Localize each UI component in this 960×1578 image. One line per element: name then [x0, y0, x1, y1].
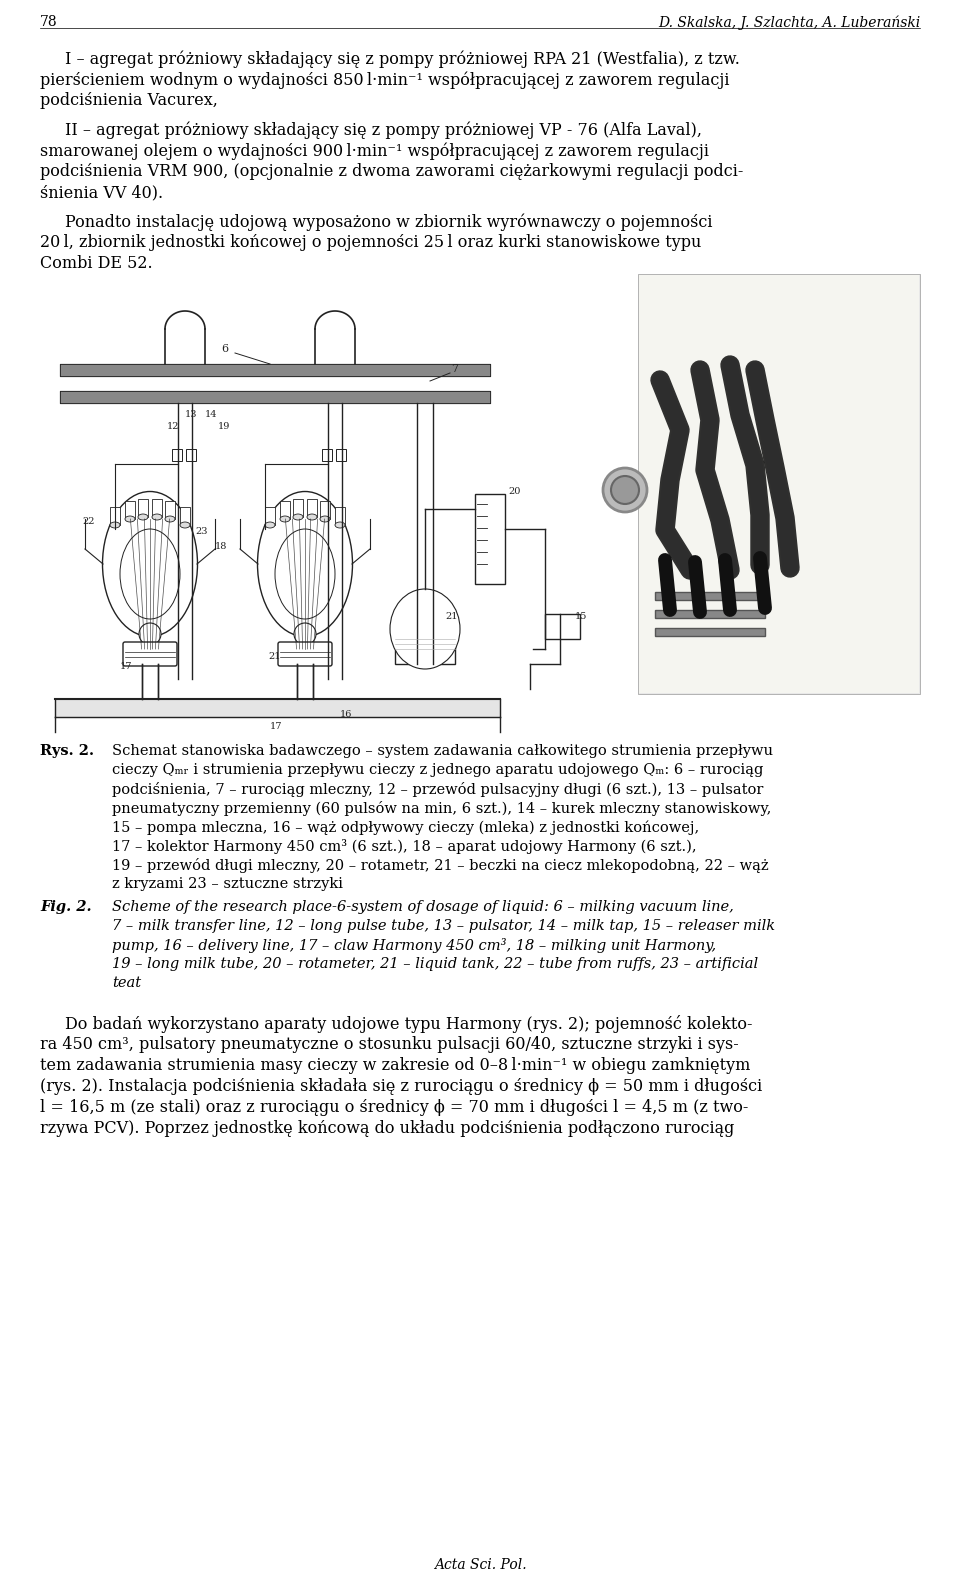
- Bar: [180, 507, 190, 525]
- Bar: [395, 634, 455, 664]
- Ellipse shape: [120, 529, 180, 619]
- Text: pump, 16 – delivery line, 17 – claw Harmony 450 cm³, 18 – milking unit Harmony,: pump, 16 – delivery line, 17 – claw Harm…: [112, 937, 716, 953]
- Bar: [152, 499, 162, 518]
- Circle shape: [294, 623, 316, 645]
- Text: l = 16,5 m (ze stali) oraz z rurociągu o średnicy ϕ = 70 mm i długości l = 4,5 m: l = 16,5 m (ze stali) oraz z rurociągu o…: [40, 1098, 749, 1116]
- Text: podciśnienia Vacurex,: podciśnienia Vacurex,: [40, 92, 218, 109]
- Bar: [545, 614, 580, 639]
- Bar: [125, 500, 135, 519]
- Text: 17: 17: [120, 663, 132, 671]
- Bar: [335, 507, 345, 525]
- Bar: [655, 592, 765, 600]
- Bar: [322, 450, 332, 461]
- Ellipse shape: [257, 491, 352, 636]
- Ellipse shape: [125, 516, 135, 522]
- Text: 19 – przewód długi mleczny, 20 – rotametr, 21 – beczki na ciecz mlekopodobną, 22: 19 – przewód długi mleczny, 20 – rotamet…: [112, 858, 769, 873]
- Text: 17 – kolektor Harmony 450 cm³ (6 szt.), 18 – aparat udojowy Harmony (6 szt.),: 17 – kolektor Harmony 450 cm³ (6 szt.), …: [112, 839, 697, 854]
- Text: teat: teat: [112, 977, 141, 989]
- Ellipse shape: [138, 514, 148, 521]
- Text: 21: 21: [445, 612, 458, 622]
- Circle shape: [603, 469, 647, 511]
- Ellipse shape: [110, 522, 120, 529]
- Bar: [110, 507, 120, 525]
- Text: 15 – pompa mleczna, 16 – wąż odpływowy cieczy (mleka) z jednostki końcowej,: 15 – pompa mleczna, 16 – wąż odpływowy c…: [112, 821, 699, 835]
- Text: 22: 22: [82, 518, 94, 525]
- Text: Acta Sci. Pol.: Acta Sci. Pol.: [434, 1557, 526, 1572]
- Text: smarowanej olejem o wydajności 900 l·min⁻¹ współpracującej z zaworem regulacji: smarowanej olejem o wydajności 900 l·min…: [40, 142, 709, 159]
- Text: 7 – milk transfer line, 12 – long pulse tube, 13 – pulsator, 14 – milk tap, 15 –: 7 – milk transfer line, 12 – long pulse …: [112, 918, 775, 933]
- Ellipse shape: [390, 589, 460, 669]
- Text: 19 – long milk tube, 20 – rotameter, 21 – liquid tank, 22 – tube from ruffs, 23 : 19 – long milk tube, 20 – rotameter, 21 …: [112, 956, 758, 970]
- Text: Schemat stanowiska badawczego – system zadawania całkowitego strumienia przepływ: Schemat stanowiska badawczego – system z…: [112, 743, 773, 757]
- Text: ra 450 cm³, pulsatory pneumatyczne o stosunku pulsacji 60/40, sztuczne strzyki i: ra 450 cm³, pulsatory pneumatyczne o sto…: [40, 1037, 739, 1053]
- Text: II – agregat próżniowy składający się z pompy próżniowej VP - 76 (Alfa Laval),: II – agregat próżniowy składający się z …: [65, 122, 702, 139]
- Text: cieczy Qₘᵣ i strumienia przepływu cieczy z jednego aparatu udojowego Qₘ: 6 – rur: cieczy Qₘᵣ i strumienia przepływu cieczy…: [112, 764, 763, 776]
- Bar: [655, 628, 765, 636]
- Text: tem zadawania strumienia masy cieczy w zakresie od 0–8 l·min⁻¹ w obiegu zamknięt: tem zadawania strumienia masy cieczy w z…: [40, 1057, 751, 1075]
- Bar: [280, 500, 290, 519]
- Text: Scheme of the research place-6-system of dosage of liquid: 6 – milking vacuum li: Scheme of the research place-6-system of…: [112, 899, 733, 914]
- Bar: [165, 500, 175, 519]
- Text: 18: 18: [215, 541, 228, 551]
- Bar: [307, 499, 317, 518]
- Text: Fig. 2.: Fig. 2.: [40, 899, 91, 914]
- Text: śnienia VV 40).: śnienia VV 40).: [40, 185, 163, 200]
- Bar: [475, 494, 505, 584]
- Ellipse shape: [165, 516, 175, 522]
- Bar: [186, 450, 196, 461]
- Text: 12: 12: [167, 421, 180, 431]
- Text: Do badań wykorzystano aparaty udojowe typu Harmony (rys. 2); pojemność kolekto-: Do badań wykorzystano aparaty udojowe ty…: [65, 1015, 753, 1034]
- Bar: [639, 275, 919, 693]
- Circle shape: [139, 623, 161, 645]
- Text: pneumatyczny przemienny (60 pulsów na min, 6 szt.), 14 – kurek mleczny stanowisk: pneumatyczny przemienny (60 pulsów na mi…: [112, 802, 772, 816]
- Text: 23: 23: [195, 527, 207, 537]
- Text: 13: 13: [185, 410, 198, 420]
- Ellipse shape: [335, 522, 345, 529]
- Text: podciśnienia VRM 900, (opcjonalnie z dwoma zaworami ciężarkowymi regulacji podci: podciśnienia VRM 900, (opcjonalnie z dwo…: [40, 163, 743, 180]
- Text: rzywa PCV). Poprzez jednostkę końcową do układu podciśnienia podłączono rurociąg: rzywa PCV). Poprzez jednostkę końcową do…: [40, 1120, 734, 1138]
- Ellipse shape: [280, 516, 290, 522]
- Text: pierścieniem wodnym o wydajności 850 l·min⁻¹ współpracującej z zaworem regulacji: pierścieniem wodnym o wydajności 850 l·m…: [40, 71, 730, 88]
- Text: Rys. 2.: Rys. 2.: [40, 743, 94, 757]
- Text: (rys. 2). Instalacja podciśnienia składała się z rurociągu o średnicy ϕ = 50 mm : (rys. 2). Instalacja podciśnienia składa…: [40, 1078, 762, 1095]
- Text: 6: 6: [222, 344, 228, 353]
- Text: 20: 20: [508, 488, 520, 495]
- Text: Combi DE 52.: Combi DE 52.: [40, 256, 153, 271]
- Ellipse shape: [180, 522, 190, 529]
- Text: 78: 78: [40, 16, 58, 28]
- Text: podciśnienia, 7 – rurociąg mleczny, 12 – przewód pulsacyjny długi (6 szt.), 13 –: podciśnienia, 7 – rurociąg mleczny, 12 –…: [112, 783, 763, 797]
- Bar: [638, 275, 920, 694]
- Text: D. Skalska, J. Szlachta, A. Luberański: D. Skalska, J. Szlachta, A. Luberański: [658, 16, 920, 30]
- Ellipse shape: [275, 529, 335, 619]
- Bar: [265, 507, 275, 525]
- Bar: [336, 450, 346, 461]
- Bar: [655, 611, 765, 619]
- Bar: [172, 450, 182, 461]
- Text: 14: 14: [205, 410, 218, 420]
- Bar: [293, 499, 303, 518]
- Bar: [320, 500, 330, 519]
- Text: 17: 17: [270, 723, 282, 731]
- Text: 21: 21: [268, 652, 280, 661]
- Text: z kryzami 23 – sztuczne strzyki: z kryzami 23 – sztuczne strzyki: [112, 877, 343, 892]
- Ellipse shape: [293, 514, 303, 521]
- Text: 7: 7: [451, 365, 459, 374]
- Text: 16: 16: [340, 710, 352, 720]
- Ellipse shape: [320, 516, 330, 522]
- Text: 19: 19: [218, 421, 230, 431]
- Text: I – agregat próżniowy składający się z pompy próżniowej RPA 21 (Westfalia), z tz: I – agregat próżniowy składający się z p…: [65, 50, 740, 68]
- FancyBboxPatch shape: [278, 642, 332, 666]
- Circle shape: [611, 477, 639, 503]
- Ellipse shape: [152, 514, 162, 521]
- Ellipse shape: [103, 491, 198, 636]
- Bar: [138, 499, 148, 518]
- FancyBboxPatch shape: [123, 642, 177, 666]
- Text: 15: 15: [575, 612, 588, 622]
- Ellipse shape: [307, 514, 317, 521]
- Ellipse shape: [265, 522, 275, 529]
- Text: Ponadto instalację udojową wyposażono w zbiornik wyrównawczy o pojemności: Ponadto instalację udojową wyposażono w …: [65, 213, 712, 230]
- Text: 20 l, zbiornik jednostki końcowej o pojemności 25 l oraz kurki stanowiskowe typu: 20 l, zbiornik jednostki końcowej o poje…: [40, 234, 702, 251]
